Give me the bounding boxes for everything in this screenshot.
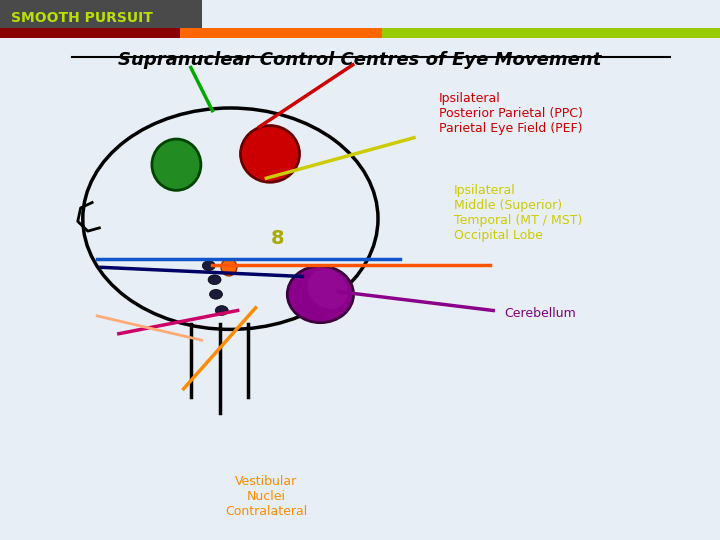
Text: 8: 8 — [271, 229, 284, 248]
Ellipse shape — [307, 269, 348, 309]
Ellipse shape — [240, 126, 300, 183]
Text: Cerebellum: Cerebellum — [504, 307, 576, 320]
FancyBboxPatch shape — [180, 28, 382, 38]
FancyBboxPatch shape — [0, 28, 180, 38]
Text: Ipsilateral
Middle (Superior)
Temporal (MT / MST)
Occipital Lobe: Ipsilateral Middle (Superior) Temporal (… — [454, 184, 582, 241]
Text: Vestibular
Nuclei
Contralateral: Vestibular Nuclei Contralateral — [225, 475, 307, 518]
Ellipse shape — [287, 266, 354, 322]
Ellipse shape — [152, 139, 201, 191]
Circle shape — [210, 289, 222, 299]
Text: Ipsilateral
Posterior Parietal (PPC)
Parietal Eye Field (PEF): Ipsilateral Posterior Parietal (PPC) Par… — [439, 92, 583, 135]
Text: SMOOTH PURSUIT: SMOOTH PURSUIT — [11, 11, 153, 25]
Circle shape — [208, 275, 221, 285]
Circle shape — [215, 306, 228, 315]
Ellipse shape — [221, 259, 237, 276]
FancyBboxPatch shape — [0, 0, 202, 35]
Circle shape — [202, 261, 215, 271]
FancyBboxPatch shape — [382, 28, 720, 38]
Text: Supranuclear Control Centres of Eye Movement: Supranuclear Control Centres of Eye Move… — [118, 51, 602, 69]
